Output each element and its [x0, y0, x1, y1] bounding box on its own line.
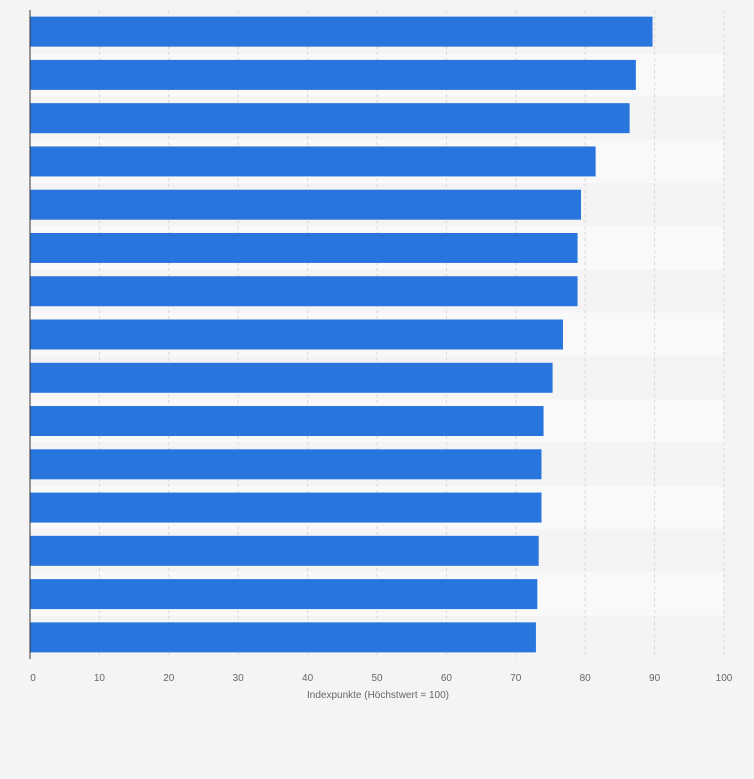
bar[interactable]: [30, 319, 563, 350]
x-tick-label: 40: [302, 673, 314, 684]
x-tick-label: 10: [94, 673, 106, 684]
bar[interactable]: [30, 189, 582, 220]
x-tick-label: 100: [716, 673, 733, 684]
bar[interactable]: [30, 232, 578, 263]
x-tick-label: 70: [510, 673, 522, 684]
bar[interactable]: [30, 622, 536, 653]
bar[interactable]: [30, 406, 544, 437]
bar[interactable]: [30, 535, 539, 566]
x-axis-ticks: 0 10 20 30 40 50 60 70 80 90 100: [30, 673, 733, 684]
x-tick-label: 60: [441, 673, 453, 684]
bar[interactable]: [30, 579, 538, 610]
x-tick-label: 20: [163, 673, 175, 684]
bars: [30, 16, 653, 653]
bar[interactable]: [30, 16, 653, 47]
x-tick-label: 90: [649, 673, 661, 684]
x-tick-label: 30: [233, 673, 245, 684]
x-tick-label: 50: [371, 673, 383, 684]
x-axis-title: Indexpunkte (Höchstwert = 100): [307, 690, 449, 701]
bar[interactable]: [30, 103, 630, 134]
x-tick-label: 0: [30, 673, 36, 684]
bar[interactable]: [30, 59, 636, 90]
bar[interactable]: [30, 146, 596, 177]
bar[interactable]: [30, 449, 542, 480]
x-tick-label: 80: [580, 673, 592, 684]
bar[interactable]: [30, 276, 578, 307]
bar[interactable]: [30, 362, 553, 393]
bar[interactable]: [30, 492, 542, 523]
